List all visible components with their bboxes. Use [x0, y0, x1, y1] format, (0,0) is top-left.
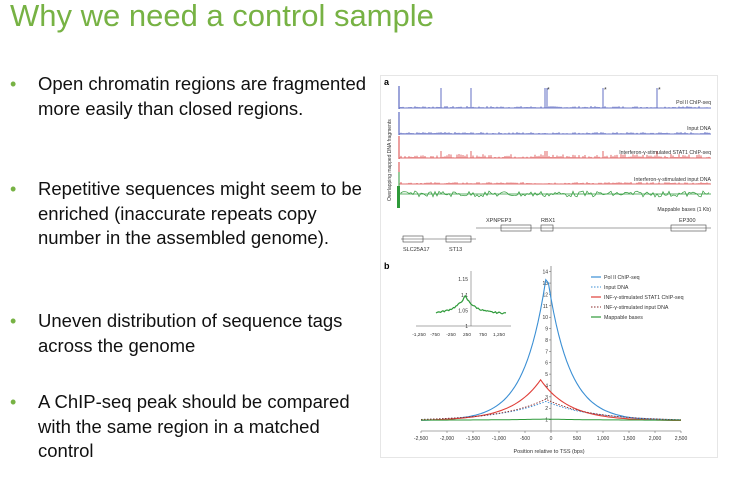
x-tick-label: -2,000 [440, 436, 454, 442]
track-3 [398, 162, 711, 185]
panel-b-xlabel: Position relative to TSS (bps) [513, 449, 584, 455]
bullet-symbol: • [10, 179, 17, 199]
y-tick-label: 2 [545, 406, 548, 412]
inset-y-tick: 1.15 [458, 277, 468, 283]
y-tick-label: 4 [545, 383, 548, 389]
profile-plot: -2,500 -2,000 -1,500 -1,000 -500 0 500 1,000 1,5… [412, 266, 687, 442]
inset-x-tick: -1,250 [412, 332, 426, 338]
inset-x-tick: 250 [463, 332, 471, 338]
peak-marker: * [547, 87, 550, 94]
panel-a-label: a [384, 77, 390, 87]
inset-x-tick: 750 [479, 332, 487, 338]
x-tick-label: -2,500 [414, 436, 428, 442]
track-4 [397, 172, 711, 208]
gene-label: XPNPEP3 [486, 218, 511, 224]
track-label-stat1-input: Interferon-γ-stimulated input DNA [634, 177, 712, 183]
y-tick-label: 5 [545, 372, 548, 378]
peak-marker: * [658, 87, 661, 94]
inset-y-tick: 1.05 [458, 308, 468, 314]
bullet-symbol: • [10, 311, 17, 331]
x-tick-label: -1,000 [492, 436, 506, 442]
inset-x-tick: -250 [446, 332, 456, 338]
legend-entry: Pol II ChIP-seq [604, 275, 640, 281]
legend-entry: Mappable bases [604, 315, 643, 321]
bullet-text: Open chromatin regions are fragmented mo… [38, 73, 367, 119]
inset-y-tick: 1 [465, 324, 468, 330]
panel-b-label: b [384, 261, 390, 271]
y-tick-label: 12 [542, 292, 548, 298]
track-2 [398, 136, 711, 159]
gene-label: ST13 [449, 247, 462, 253]
chipseq-figure: a Overlapping mapped DNA fragments Pol I… [380, 75, 718, 458]
y-tick-label: 9 [545, 327, 548, 333]
bullet-text: A ChIP-seq peak should be compared with … [38, 391, 350, 461]
track-label-mappable: Mappable bases (1 Kb) [657, 207, 711, 213]
genome-tracks [397, 86, 711, 208]
peak-marker: * [604, 87, 607, 94]
y-tick-label: 1 [545, 418, 548, 424]
track-1 [398, 112, 711, 135]
gene-label: RBX1 [541, 218, 555, 224]
x-tick-label: 1,500 [623, 436, 636, 442]
slide-title: Why we need a control sample [10, 0, 434, 33]
gene-label: SLC25A17 [403, 247, 430, 253]
x-tick-label: -1,500 [466, 436, 480, 442]
track-0 [398, 86, 711, 109]
y-tick-label: 3 [545, 395, 548, 401]
panel-a-ylabel: Overlapping mapped DNA fragments [387, 119, 393, 201]
bullet-text: Repetitive sequences might seem to be en… [38, 178, 362, 248]
x-tick-label: 500 [573, 436, 582, 442]
y-tick-label: 7 [545, 349, 548, 355]
legend-entry: INF-γ-stimulated input DNA [604, 305, 669, 311]
y-tick-label: 11 [543, 304, 548, 310]
gene-label: EP300 [679, 218, 696, 224]
bullet-symbol: • [10, 392, 17, 412]
inset-x-tick: -750 [430, 332, 440, 338]
figure-svg: a Overlapping mapped DNA fragments Pol I… [384, 77, 712, 455]
track-label-input: Input DNA [687, 126, 711, 132]
bullet-text: Uneven distribution of sequence tags acr… [38, 310, 343, 356]
plot-legend [591, 276, 601, 318]
y-tick-label: 10 [542, 315, 548, 321]
x-tick-label: 0 [550, 436, 553, 442]
y-tick-label: 8 [545, 338, 548, 344]
x-tick-label: 2,000 [649, 436, 662, 442]
y-tick-label: 6 [545, 361, 548, 367]
legend-entry: INF-γ-stimulated STAT1 ChIP-seq [604, 295, 684, 301]
y-tick-label: 14 [542, 270, 548, 276]
gene-annotations [401, 224, 711, 243]
legend-entry: Input DNA [604, 285, 629, 291]
x-tick-label: -500 [520, 436, 530, 442]
bullet-symbol: • [10, 74, 17, 94]
inset-x-tick: 1,250 [493, 332, 505, 338]
track-label-stat1: Interferon-γ-stimulated STAT1 ChIP-seq [619, 150, 711, 156]
x-tick-label: 1,000 [597, 436, 610, 442]
track-label-pol2: Pol II ChIP-seq [676, 100, 711, 106]
x-tick-label: 2,500 [675, 436, 688, 442]
